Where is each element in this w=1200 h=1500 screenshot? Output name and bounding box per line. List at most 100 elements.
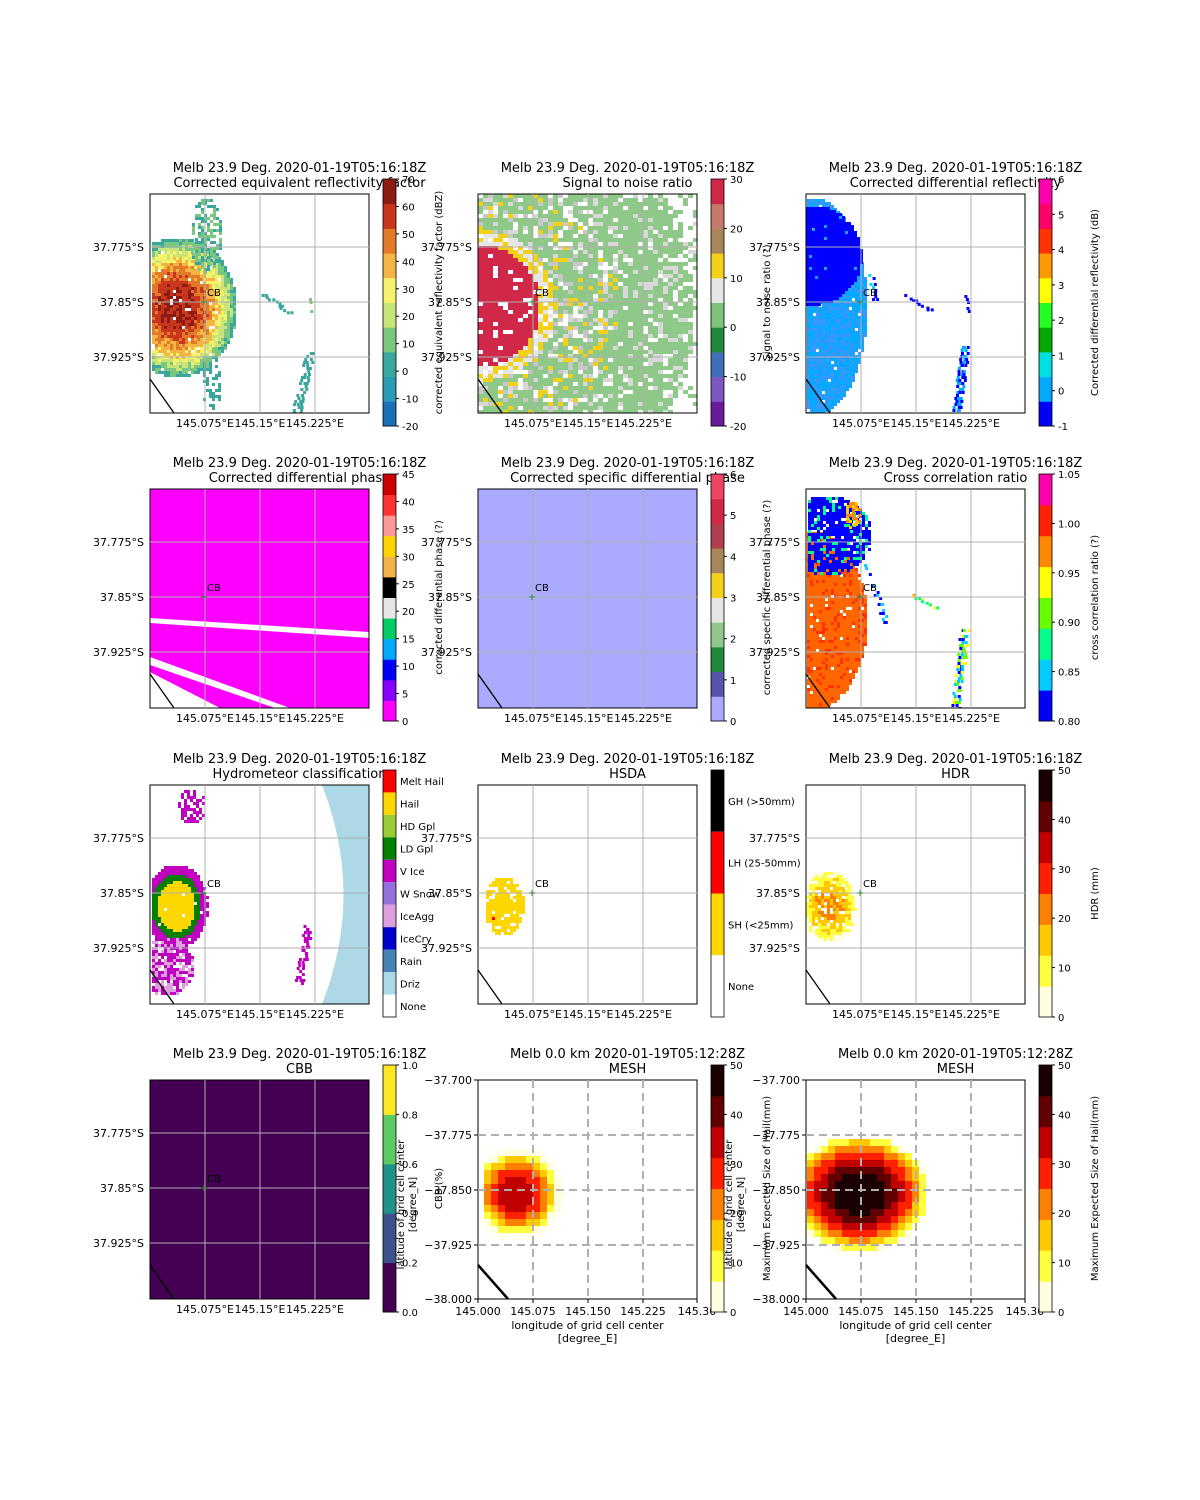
- reflectivity-cell: [176, 308, 179, 311]
- snr-cell: [593, 222, 598, 226]
- zdr-cell: [855, 289, 858, 292]
- zdr-cell: [857, 252, 860, 255]
- reflectivity-cell: [201, 232, 204, 235]
- reflectivity-cell: [176, 359, 179, 362]
- snr-cell: [543, 390, 548, 394]
- snr-cell: [498, 202, 503, 206]
- snr-cell: [573, 198, 578, 202]
- reflectivity-cell: [200, 272, 203, 275]
- reflectivity-cell: [215, 314, 218, 317]
- reflectivity-cell: [191, 338, 194, 341]
- zdr-cell: [824, 255, 827, 258]
- reflectivity-cell: [170, 290, 173, 293]
- reflectivity-cell: [213, 229, 216, 232]
- snr-cell: [613, 378, 618, 382]
- snr-cell: [478, 238, 483, 242]
- zdr-cell: [837, 367, 840, 370]
- zdr-cell: [813, 199, 816, 202]
- snr-cell: [533, 386, 538, 390]
- reflectivity-cell: [213, 208, 216, 211]
- snr-cell: [618, 378, 623, 382]
- reflectivity-cell: [158, 320, 161, 323]
- snr-cell: [548, 402, 553, 406]
- snr-cell: [508, 278, 513, 282]
- reflectivity-cell: [227, 308, 230, 311]
- zdr-cell: [833, 234, 836, 237]
- snr-cell: [488, 306, 493, 310]
- snr-cell: [658, 310, 663, 314]
- snr-cell: [668, 298, 673, 302]
- snr-cell: [603, 410, 608, 413]
- snr-cell: [483, 286, 488, 290]
- reflectivity-cell: [265, 296, 269, 300]
- zdr-cell: [818, 237, 821, 240]
- zdr-cell: [849, 292, 852, 295]
- zdr-cell: [827, 219, 830, 222]
- reflectivity-cell: [158, 272, 161, 275]
- snr-cell: [668, 334, 673, 338]
- reflectivity-cell: [227, 305, 230, 308]
- zdr-cell: [837, 385, 840, 388]
- snr-cell: [568, 290, 573, 294]
- reflectivity-cell: [197, 266, 200, 269]
- snr-cell: [613, 410, 618, 413]
- reflectivity-cell: [194, 323, 197, 326]
- reflectivity-cell: [158, 308, 161, 311]
- zdr-cell: [819, 379, 822, 382]
- reflectivity-cell: [170, 365, 173, 368]
- zdr-cell: [852, 316, 855, 319]
- snr-cell: [543, 230, 548, 234]
- snr-cell: [603, 346, 608, 350]
- zdr-cell: [840, 373, 843, 376]
- reflectivity-cell: [155, 347, 158, 350]
- snr-cell: [498, 342, 503, 346]
- snr-cell: [658, 378, 663, 382]
- zdr-cell: [830, 237, 833, 240]
- zdr-cell: [807, 337, 810, 340]
- zdr-cell: [837, 379, 840, 382]
- snr-cell: [593, 338, 598, 342]
- reflectivity-cell: [158, 368, 161, 371]
- zdr-cell: [824, 216, 827, 219]
- snr-cell: [563, 238, 568, 242]
- colorbar-segment: [711, 277, 724, 303]
- snr-cell: [508, 206, 513, 210]
- snr-cell: [578, 234, 583, 238]
- reflectivity-cell: [176, 311, 179, 314]
- snr-cell: [523, 390, 528, 394]
- zdr-cell: [822, 331, 825, 334]
- reflectivity-cell: [155, 248, 158, 251]
- snr-cell: [643, 390, 648, 394]
- snr-cell: [498, 286, 503, 290]
- reflectivity-cell: [192, 256, 195, 259]
- zdr-cell: [813, 349, 816, 352]
- snr-cell: [643, 266, 648, 270]
- snr-cell: [668, 226, 673, 230]
- reflectivity-cell: [209, 263, 212, 266]
- snr-cell: [673, 318, 678, 322]
- snr-cell: [498, 366, 503, 370]
- reflectivity-cell: [152, 242, 155, 245]
- zdr-cell: [816, 199, 819, 202]
- snr-cell: [608, 286, 613, 290]
- zdr-cell: [825, 376, 828, 379]
- zdr-cell: [816, 337, 819, 340]
- snr-cell: [608, 406, 613, 410]
- snr-cell: [563, 334, 568, 338]
- reflectivity-cell: [218, 383, 221, 386]
- snr-cell: [483, 410, 488, 413]
- snr-cell: [523, 242, 528, 246]
- zdr-cell: [830, 255, 833, 258]
- snr-cell: [588, 342, 593, 346]
- reflectivity-cell: [209, 320, 212, 323]
- reflectivity-cell: [182, 311, 185, 314]
- snr-cell: [683, 346, 688, 350]
- reflectivity-cell: [185, 305, 188, 308]
- colorbar-frame: [710, 178, 725, 427]
- snr-cell: [613, 342, 618, 346]
- reflectivity-cell: [176, 347, 179, 350]
- snr-cell: [563, 262, 568, 266]
- snr-cell: [578, 358, 583, 362]
- snr-cell: [663, 294, 668, 298]
- reflectivity-cell: [152, 323, 155, 326]
